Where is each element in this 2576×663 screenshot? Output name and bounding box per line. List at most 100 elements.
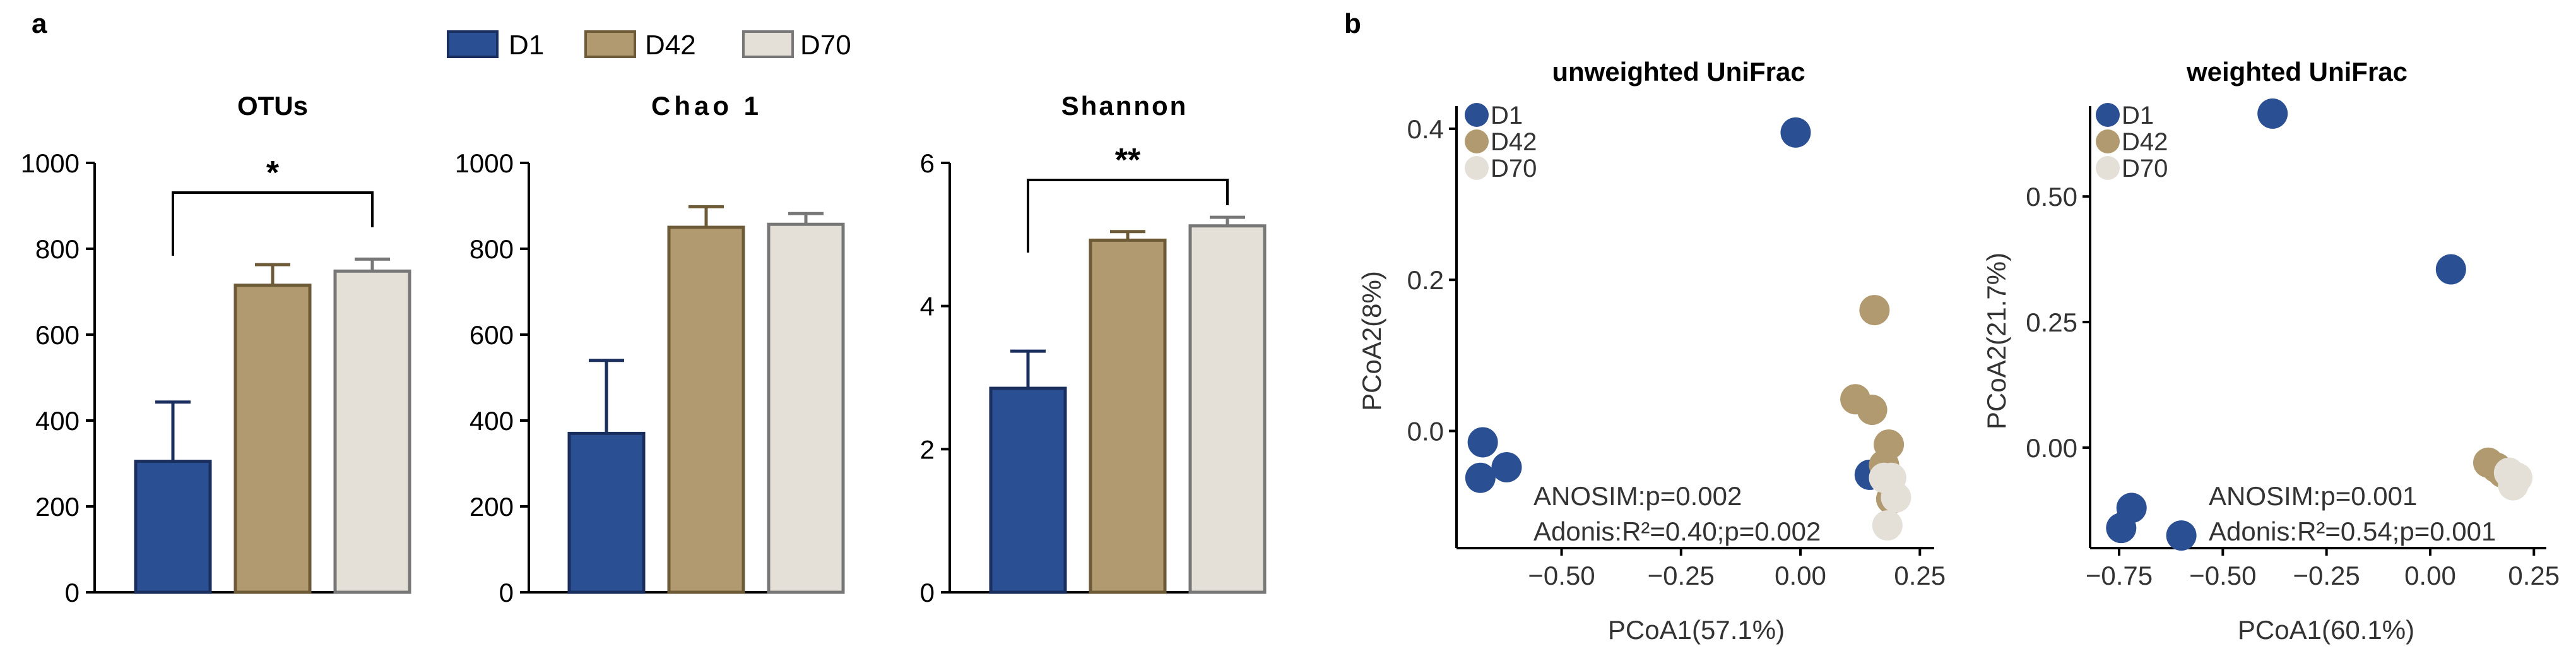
bar-d42 (667, 225, 745, 594)
panel-label-a: a (32, 8, 47, 39)
y-tick-label: 4 (920, 292, 935, 321)
point-d1 (1467, 427, 1498, 458)
scatter-legend-label-d70: D70 (2122, 155, 2168, 182)
x-tick-label: 0.00 (2404, 561, 2456, 590)
scatter-legend-marker-d1 (1465, 103, 1489, 127)
bar-chart-shannon: Shannon 0 2 4 6 ** (920, 91, 1267, 607)
y-tick-label: 0.4 (1407, 114, 1444, 144)
scatter-legend-marker-d70 (1465, 156, 1489, 180)
y-tick-label: 200 (470, 492, 514, 522)
point-d1 (1780, 117, 1811, 148)
legend-item-d1: D1 (447, 30, 544, 61)
x-axis-label: PCoA1(57.1%) (1608, 615, 1785, 645)
legend-item-d70: D70 (742, 30, 851, 61)
x-tick-label: 0.00 (1775, 561, 1826, 590)
y-tick-label: 1000 (21, 148, 80, 178)
legend: D1 D42 D70 (447, 30, 851, 61)
chart-title: OTUs (237, 91, 308, 121)
x-tick-label: 0.25 (1894, 561, 1946, 590)
point-d42 (1857, 395, 1888, 426)
point-d70 (2498, 470, 2529, 501)
legend-label-d1: D1 (509, 30, 544, 61)
y-tick-label: 0 (920, 578, 935, 607)
legend-swatch-d42 (584, 30, 636, 58)
annotation-stat: Adonis:R²=0.54;p=0.001 (2209, 517, 2496, 546)
y-tick-label: 2 (920, 434, 935, 464)
y-tick-label: 400 (35, 406, 80, 436)
point-d1 (2257, 98, 2288, 129)
annotation-stat: ANOSIM:p=0.001 (2209, 481, 2417, 511)
scatter-legend-marker-d70 (2096, 156, 2120, 180)
y-tick-label: 0.50 (2026, 182, 2077, 212)
y-tick-label: 600 (470, 320, 514, 350)
bar-chart-chao1: Chao 1 0 200 400 600 800 1000 (455, 91, 845, 607)
scatter-legend-label-d42: D42 (1491, 128, 1537, 156)
y-tick-label: 6 (920, 148, 935, 178)
significance-label: * (266, 155, 280, 191)
significance-label: ** (1115, 142, 1141, 179)
x-axis-label: PCoA1(60.1%) (2238, 615, 2414, 645)
bar-d1 (134, 460, 212, 594)
x-tick-label: −0.75 (2086, 561, 2153, 590)
bar-d70 (1188, 224, 1267, 594)
point-d42 (1859, 295, 1890, 326)
y-tick-label: 1000 (455, 148, 514, 178)
chart-title: unweighted UniFrac (1552, 57, 1805, 87)
scatter-legend-label-d70: D70 (1491, 155, 1537, 182)
legend-item-d42: D42 (584, 30, 696, 61)
y-tick-label: 800 (35, 234, 80, 264)
legend-label-d42: D42 (645, 30, 696, 61)
significance-bracket (172, 191, 374, 256)
legend-swatch-d70 (742, 30, 794, 58)
pcoa-weighted-unifrac: weighted UniFrac −0.75 −0.50 −0.25 0.00 0.25 0… (1982, 57, 2560, 645)
scatter-legend-label-d42: D42 (2122, 128, 2168, 156)
y-tick-label: 200 (35, 492, 80, 522)
y-tick-label: 800 (470, 234, 514, 264)
bar-d1 (989, 386, 1067, 594)
point-d1 (1491, 451, 1522, 482)
x-tick-label: −0.50 (1528, 561, 1595, 590)
chart-title: Shannon (1061, 91, 1188, 121)
x-tick-label: −0.25 (1648, 561, 1715, 590)
point-d1 (2166, 520, 2197, 551)
y-tick-label: 400 (470, 406, 514, 436)
scatter-legend-marker-d1 (2096, 103, 2120, 127)
y-tick-label: 0.00 (2026, 433, 2077, 463)
bar-chart-otus: OTUs 0 200 400 600 800 1000 * (21, 91, 411, 607)
legend-label-d70: D70 (800, 30, 851, 61)
y-tick-label: 600 (35, 320, 80, 350)
y-axis-label: PCoA2(8%) (1357, 271, 1386, 411)
panel-label-b: b (1344, 8, 1361, 39)
scatter-legend-marker-d42 (2096, 129, 2120, 153)
bar-d1 (567, 431, 646, 594)
bar-d70 (767, 222, 845, 594)
bar-d42 (1089, 238, 1167, 594)
y-tick-label: 0 (65, 578, 80, 607)
y-tick-label: 0 (499, 578, 514, 607)
significance-bracket (1027, 179, 1229, 253)
scatter-legend-label-d1: D1 (1491, 102, 1523, 129)
x-tick-label: −0.50 (2189, 561, 2256, 590)
chart-title: weighted UniFrac (2186, 57, 2408, 87)
chart-title: Chao 1 (651, 91, 762, 121)
annotation-stat: Adonis:R²=0.40;p=0.002 (1533, 517, 1821, 546)
point-d1 (2106, 513, 2137, 544)
point-d70 (1881, 482, 1911, 513)
y-tick-label: 0.2 (1407, 265, 1444, 295)
x-tick-label: −0.25 (2293, 561, 2360, 590)
scatter-legend-marker-d42 (1465, 129, 1489, 153)
y-tick-label: 0.0 (1407, 417, 1444, 446)
annotation-stat: ANOSIM:p=0.002 (1533, 481, 1742, 511)
point-d1 (2435, 254, 2466, 285)
y-axis-label: PCoA2(21.7%) (1982, 253, 2011, 429)
bar-d42 (233, 284, 312, 594)
point-d1 (1465, 462, 1496, 493)
bar-d70 (333, 269, 411, 594)
point-d70 (1872, 510, 1903, 541)
pcoa-unweighted-unifrac: unweighted UniFrac −0.50 −0.25 0.00 0.25 0.0 0… (1357, 57, 1946, 645)
scatter-legend-label-d1: D1 (2122, 102, 2154, 129)
y-tick-label: 0.25 (2026, 308, 2077, 337)
